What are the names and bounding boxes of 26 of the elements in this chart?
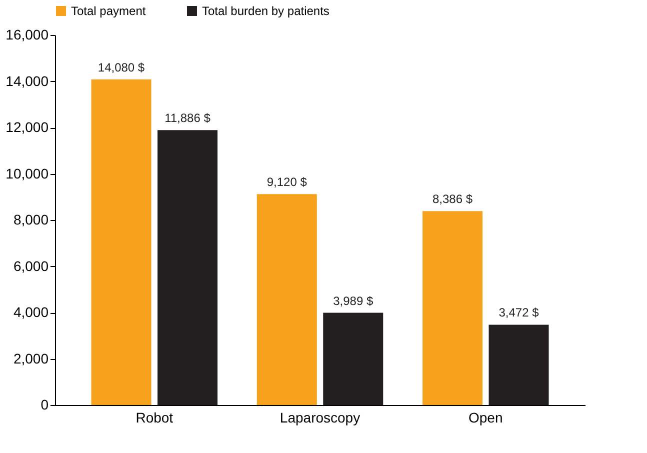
- x-tick-label: Robot: [136, 410, 174, 426]
- data-label: 3,989 $: [333, 294, 374, 308]
- data-label: 9,120 $: [266, 175, 308, 190]
- data-label: 14,080 $: [98, 60, 145, 74]
- bar: [323, 312, 384, 405]
- y-tick-label: 8,000: [13, 212, 49, 228]
- data-label: 8,386 $: [432, 192, 473, 206]
- bar: [256, 194, 317, 405]
- y-tick-label: 14,000: [6, 72, 49, 89]
- legend-label: Total burden by patients: [202, 4, 330, 18]
- bar: [158, 130, 218, 405]
- data-label: 11,886 $: [164, 111, 211, 126]
- data-label: 3,472 $: [498, 306, 540, 320]
- y-tick-label: 12,000: [6, 119, 49, 135]
- bar: [91, 79, 152, 405]
- y-tick-label: 10,000: [6, 165, 49, 182]
- y-tick-label: 4,000: [13, 304, 49, 320]
- y-tick-label: 6,000: [13, 258, 49, 274]
- y-tick-label: 16,000: [6, 26, 49, 42]
- y-tick-label: 0: [40, 396, 49, 412]
- legend-label: Total payment: [71, 4, 146, 18]
- bar: [422, 211, 482, 405]
- x-tick-label: Laparoscopy: [280, 410, 360, 426]
- bar: [488, 324, 549, 405]
- y-tick-label: 2,000: [13, 350, 49, 366]
- x-tick-label: Open: [468, 410, 503, 426]
